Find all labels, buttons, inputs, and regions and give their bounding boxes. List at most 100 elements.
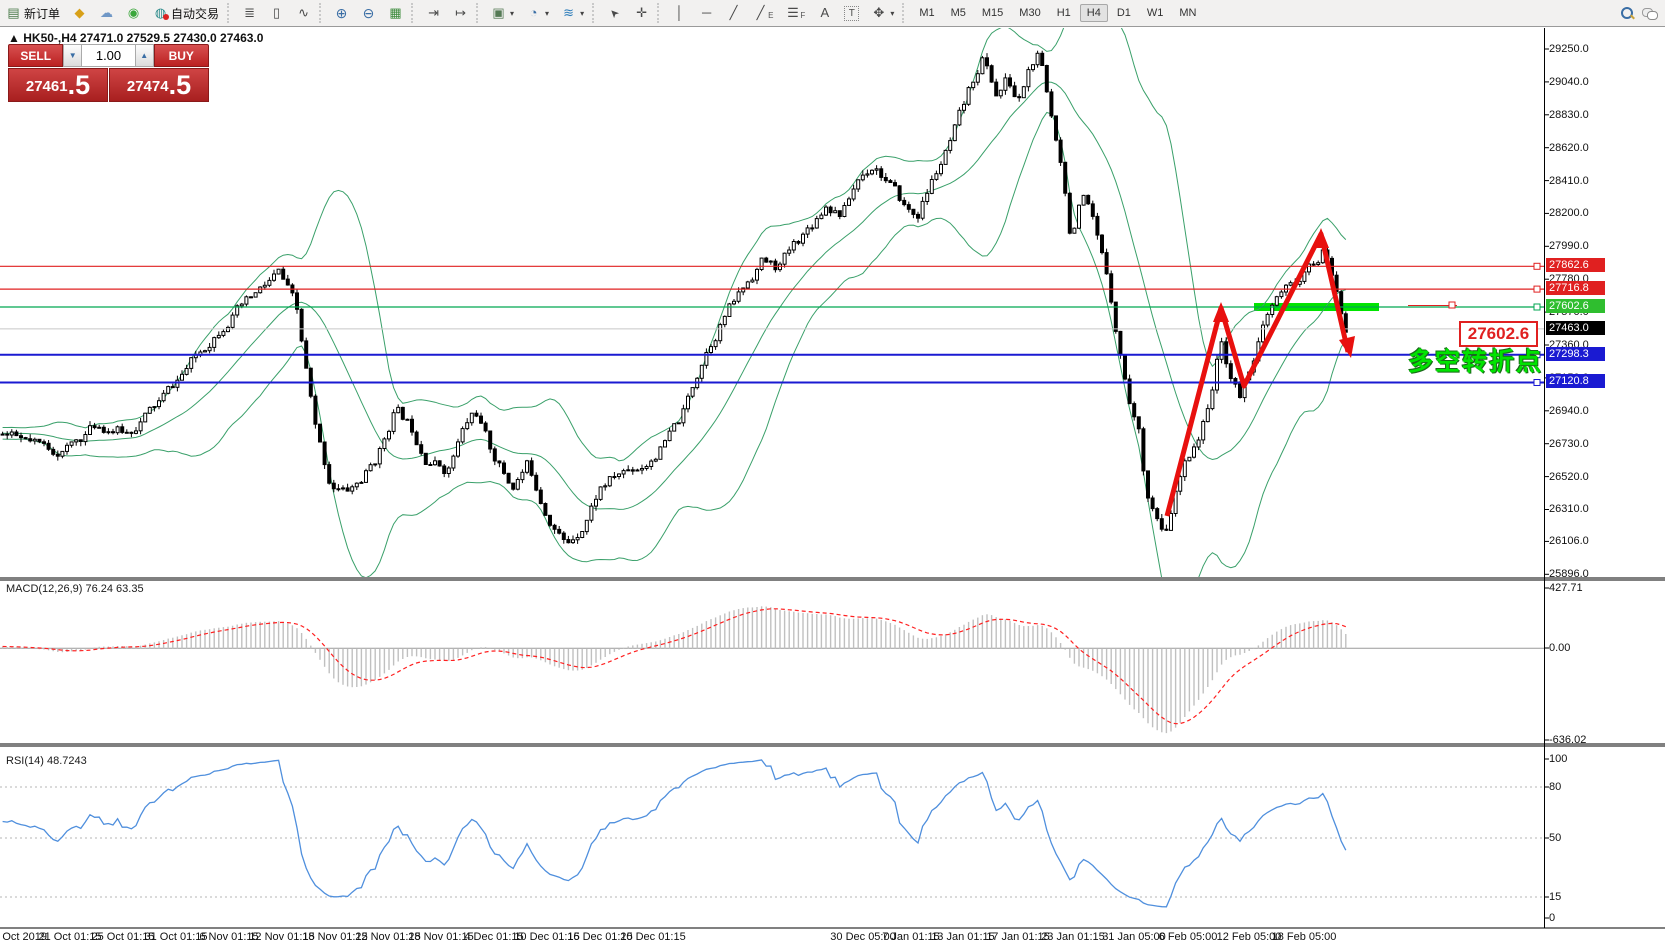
one-click-trading-panel: SELL ▼ ▲ BUY 27461 .5 27474 .5	[8, 44, 209, 102]
toolbar-separator	[902, 3, 909, 23]
trendline-button[interactable]: ╱	[721, 4, 746, 22]
toolbar-separator	[227, 3, 234, 23]
tile-windows-button[interactable]: ▦	[383, 4, 408, 22]
text-label-button[interactable]: T	[839, 4, 864, 23]
chart-window[interactable]: ▲ HK50-,H4 27471.0 27529.5 27430.0 27463…	[0, 27, 1665, 948]
horizontal-line-button[interactable]: ─	[694, 4, 719, 22]
crosshair-button[interactable]: ✛	[629, 4, 654, 22]
signals-button[interactable]: ◉	[121, 4, 146, 22]
collapse-arrow-icon[interactable]: ▲	[8, 31, 20, 45]
cursor-icon: ➤	[607, 5, 623, 21]
timeframe-m15-button[interactable]: M15	[981, 7, 1004, 19]
period-icon: ◔	[529, 5, 538, 20]
arrows-button[interactable]: ✥ ▾	[866, 4, 899, 22]
buy-button[interactable]: BUY	[153, 44, 209, 67]
search-icon[interactable]	[1619, 5, 1635, 21]
time-label: 18 Feb 05:00	[1271, 931, 1337, 943]
tile-windows-icon: ▦	[389, 5, 402, 20]
turning-point-text[interactable]: 多空转折点	[1408, 348, 1544, 376]
chat-icon[interactable]	[1641, 5, 1658, 21]
indicators-button[interactable]: ≋ ▾	[556, 4, 589, 22]
time-label: 4 Dec 01:15	[464, 931, 524, 943]
new-order-button[interactable]: ▤ 新订单	[1, 3, 65, 24]
volume-increase-button[interactable]: ▲	[135, 44, 154, 67]
rsi-tick: 15	[1549, 891, 1562, 903]
price-tick: 26940.0	[1549, 404, 1589, 417]
toolbar-right-group	[1619, 5, 1665, 21]
price-annotation-box[interactable]: 27602.6	[1459, 321, 1538, 347]
time-label: 21 Oct 01:15	[38, 931, 102, 943]
time-label: 15 Oct 2019	[0, 931, 47, 943]
market-watch-button[interactable]: ☁	[94, 4, 119, 22]
bar-chart-button[interactable]: ≣	[237, 4, 262, 22]
new-order-button-label: 新订单	[24, 6, 61, 21]
new-chart-button[interactable]: ▣ ▾	[486, 4, 519, 22]
text-label-icon: T	[844, 5, 860, 21]
time-label: 6 Feb 05:00	[1158, 931, 1218, 943]
timeframe-m1-button[interactable]: M1	[919, 7, 935, 19]
time-label: 28 Nov 01:15	[408, 931, 474, 943]
chart-profile-icon: ◆	[74, 5, 85, 20]
macd-panel	[0, 606, 1544, 734]
period-button[interactable]: ◔ ▾	[521, 4, 554, 22]
symbol-ohlc-text: HK50-,H4 27471.0 27529.5 27430.0 27463.0	[23, 31, 264, 45]
time-label: 18 Nov 01:15	[302, 931, 368, 943]
sell-button[interactable]: SELL	[8, 44, 64, 67]
volume-decrease-button[interactable]: ▼	[63, 44, 82, 67]
timeframe-d1-button[interactable]: D1	[1116, 7, 1131, 19]
channel-button[interactable]: ╱ E	[748, 4, 778, 22]
volume-input[interactable]	[82, 44, 135, 67]
price-tick: 28200.0	[1549, 207, 1589, 220]
text-button[interactable]: A	[812, 4, 837, 22]
new-chart-icon: ▣	[492, 5, 505, 20]
price-tick: 26730.0	[1549, 437, 1589, 450]
timeframe-h4-button[interactable]: H4	[1079, 4, 1108, 22]
price-tick: 26520.0	[1549, 470, 1589, 483]
chart-profile-button[interactable]: ◆	[67, 4, 92, 22]
candlestick-chart-icon: ▯	[272, 5, 281, 20]
rsi-line	[2, 759, 1347, 908]
arrows-icon: ✥	[873, 5, 885, 20]
toolbar-main-group: ▤ 新订单 ◆ ☁ ◉ ◍ 自动交易 ≣ ▯ ∿ ⊕ ⊖ ▦ ⇥ ↦ ▣ ▾ ◔ ▾ ≋ ▾ ➤ ✛ │ ─ ╱ ╱ E ☰ F A T ✥ ▾	[0, 0, 911, 26]
timeframe-mn-button[interactable]: MN	[1179, 7, 1197, 19]
time-label: 7 Jan 01:15	[882, 931, 940, 943]
auto-scroll-button[interactable]: ⇥	[421, 4, 446, 22]
time-label: 31 Jan 05:00	[1102, 931, 1166, 943]
timeframe-h1-button[interactable]: H1	[1056, 7, 1071, 19]
chart-shift-button[interactable]: ↦	[448, 4, 473, 22]
macd-tick: 0.00	[1549, 642, 1571, 654]
channel-icon-sub: E	[768, 11, 774, 20]
zoom-in-button[interactable]: ⊕	[329, 4, 354, 22]
price-tick: 25896.0	[1549, 568, 1589, 581]
rsi-tick: 0	[1549, 912, 1556, 924]
trend-zigzag-arrow[interactable]	[1164, 231, 1351, 517]
symbol-header: ▲ HK50-,H4 27471.0 27529.5 27430.0 27463…	[8, 31, 263, 45]
toolbar-separator	[476, 3, 483, 23]
cursor-button[interactable]: ➤	[602, 4, 627, 22]
timeframe-w1-button[interactable]: W1	[1146, 7, 1164, 19]
macd-tick: -636.02	[1549, 734, 1587, 746]
price-tick: 29250.0	[1549, 43, 1589, 55]
zoom-out-button[interactable]: ⊖	[356, 4, 381, 22]
fibonacci-button[interactable]: ☰ F	[780, 4, 810, 22]
autotrade-button[interactable]: ◍ 自动交易	[148, 3, 224, 24]
bar-chart-icon: ≣	[244, 5, 255, 20]
sell-price-display[interactable]: 27461 .5	[8, 68, 108, 102]
price-level-label: 27120.8	[1546, 374, 1605, 389]
toolbar: ▤ 新订单 ◆ ☁ ◉ ◍ 自动交易 ≣ ▯ ∿ ⊕ ⊖ ▦ ⇥ ↦ ▣ ▾ ◔ ▾ ≋ ▾ ➤ ✛ │ ─ ╱ ╱ E ☰ F A T ✥ ▾ …	[0, 0, 1665, 27]
buy-price-display[interactable]: 27474 .5	[109, 68, 209, 102]
chart-canvas[interactable]	[0, 27, 1665, 948]
timeframe-m5-button[interactable]: M5	[950, 7, 966, 19]
line-chart-button[interactable]: ∿	[291, 4, 316, 22]
vertical-line-button[interactable]: │	[667, 4, 692, 22]
timeframe-m30-button[interactable]: M30	[1019, 7, 1041, 19]
time-label: 31 Oct 01:15	[144, 931, 208, 943]
candlestick-chart-button[interactable]: ▯	[264, 4, 289, 22]
time-label: 22 Nov 01:15	[355, 931, 421, 943]
macd-tick: 427.71	[1549, 582, 1583, 594]
text-icon: A	[820, 5, 830, 20]
bollinger-lower	[2, 111, 1347, 577]
chart-shift-icon: ↦	[455, 5, 466, 20]
buy-price-int: 27474	[126, 78, 169, 95]
